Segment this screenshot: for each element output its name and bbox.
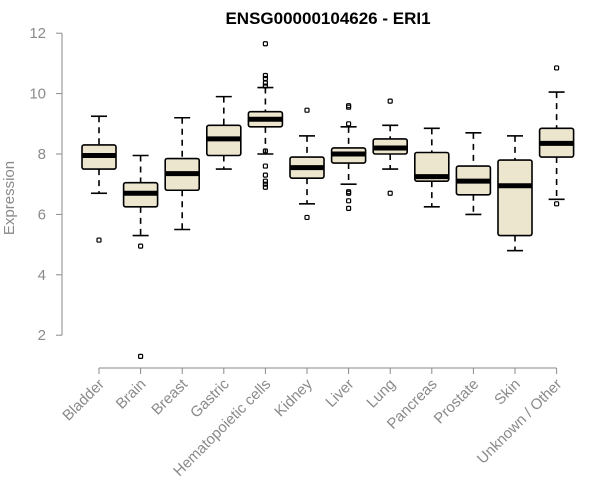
iqr-box <box>413 151 450 182</box>
outlier-point <box>262 80 268 86</box>
x-category-label: Brain <box>113 376 150 413</box>
box-group <box>330 103 367 211</box>
outlier-point <box>262 83 268 89</box>
outlier-point <box>262 41 268 47</box>
box-group <box>372 98 409 196</box>
outlier-point <box>387 98 393 104</box>
box-group <box>247 41 284 190</box>
outlier-point <box>138 353 144 359</box>
outlier-point <box>346 198 352 204</box>
outlier-point <box>346 205 352 211</box>
x-category-label: Liver <box>322 376 357 411</box>
outlier-point <box>387 190 393 196</box>
outlier-point <box>262 172 268 178</box>
outlier-point <box>346 190 352 196</box>
box-group <box>538 65 575 207</box>
iqr-box <box>497 159 533 237</box>
outlier-point <box>262 148 268 154</box>
outlier-point <box>262 72 268 79</box>
box-group <box>206 95 242 170</box>
outlier-point <box>553 201 560 207</box>
y-tick-label: 8 <box>38 146 46 163</box>
outlier-point <box>262 75 268 82</box>
outlier-point <box>262 184 268 190</box>
outlier-point <box>262 178 268 184</box>
outlier-point <box>304 107 310 113</box>
outlier-point <box>138 243 144 249</box>
x-category-label: Skin <box>491 376 524 409</box>
x-category-label: Bladder <box>59 376 108 425</box>
box-group <box>122 154 159 359</box>
outlier-point <box>553 65 560 71</box>
box-group <box>164 116 200 231</box>
x-category-label: Breast <box>148 375 191 418</box>
y-tick-label: 2 <box>38 327 46 344</box>
x-category-label: Lung <box>363 376 399 412</box>
outlier-point <box>96 237 102 243</box>
y-axis-label: Expression <box>1 161 18 235</box>
y-tick-label: 6 <box>38 206 46 223</box>
y-tick-label: 12 <box>29 25 46 42</box>
box-group <box>497 135 533 252</box>
outlier-point <box>262 163 268 169</box>
outlier-point <box>304 214 310 221</box>
plot-area <box>81 41 575 359</box>
chart-title: ENSG00000104626 - ERI1 <box>225 9 430 28</box>
outlier-point <box>262 181 268 187</box>
y-axis: 2 4 6 8 10 12 <box>29 25 63 344</box>
outlier-point <box>346 121 352 127</box>
x-category-label: Prostate <box>431 376 483 428</box>
box-group <box>289 107 325 221</box>
y-tick-label: 4 <box>38 267 46 284</box>
box-group <box>81 115 117 243</box>
box-group <box>455 132 492 216</box>
box-group <box>413 127 450 208</box>
outlier-point <box>346 104 352 110</box>
x-category-label: Kidney <box>271 375 316 420</box>
y-tick-label: 10 <box>29 86 46 103</box>
